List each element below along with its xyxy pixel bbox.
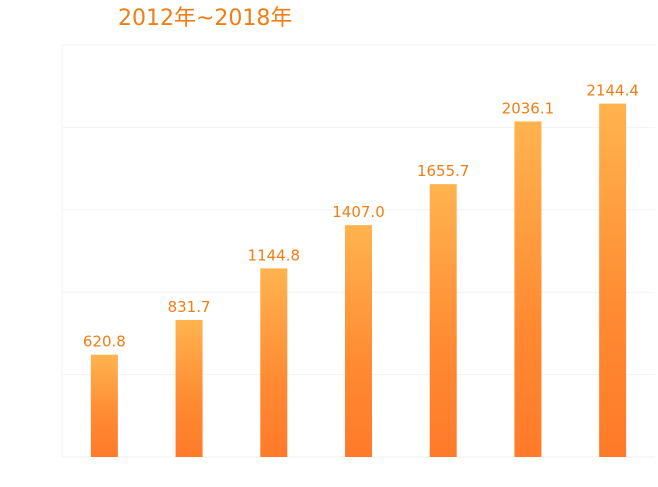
value-label: 831.7 [168,298,211,316]
value-label: 620.8 [83,333,126,351]
bar [514,121,542,458]
bar [345,225,372,457]
value-label: 1144.8 [248,246,301,264]
bar [90,354,118,457]
chart-title: 2012年~2018年 [118,6,293,31]
value-label: 1407.0 [332,203,385,221]
value-label: 1655.7 [417,162,470,180]
bars-group [90,103,627,458]
bar [599,103,627,458]
value-labels-group: 620.8 831.7 1144.8 1407.0 1655.7 2036.1 2144.4 [83,82,639,351]
bar [175,319,203,457]
bar [429,184,457,458]
value-label: 2036.1 [502,99,555,117]
bar [260,268,288,457]
value-label: 2144.4 [586,82,639,100]
